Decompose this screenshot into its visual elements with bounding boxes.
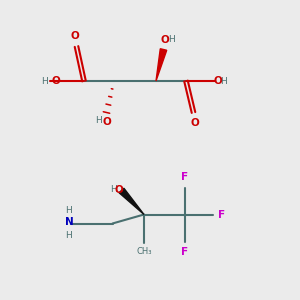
Text: F: F <box>181 247 188 257</box>
Text: H: H <box>220 76 227 85</box>
Text: H: H <box>65 206 71 215</box>
Text: F: F <box>181 172 188 182</box>
Text: H: H <box>65 231 71 240</box>
Text: F: F <box>218 209 226 220</box>
Text: O: O <box>160 35 169 45</box>
Text: O: O <box>70 31 80 41</box>
Text: H: H <box>110 185 117 194</box>
Text: H: H <box>96 116 102 125</box>
Polygon shape <box>156 49 167 81</box>
Text: O: O <box>190 118 200 128</box>
Polygon shape <box>119 188 144 214</box>
Text: O: O <box>51 76 60 86</box>
Text: O: O <box>214 76 222 86</box>
Text: O: O <box>102 117 111 127</box>
Text: N: N <box>64 217 74 227</box>
Text: O: O <box>115 185 124 195</box>
Text: H: H <box>168 35 174 44</box>
Text: CH₃: CH₃ <box>136 247 152 256</box>
Text: H: H <box>41 76 48 85</box>
